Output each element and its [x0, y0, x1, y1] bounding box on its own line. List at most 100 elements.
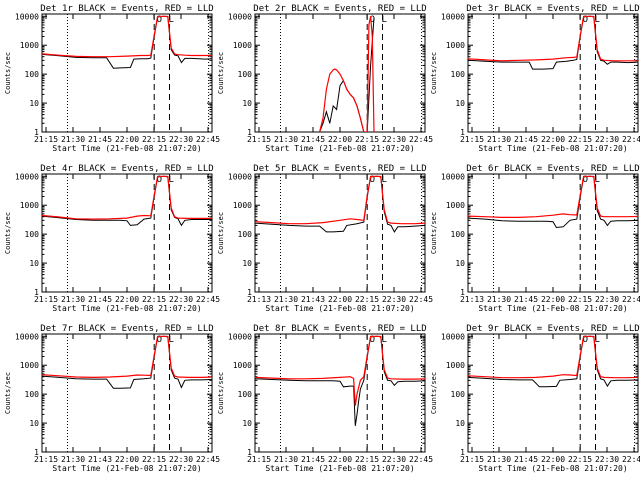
x-tick-label: 22:45 — [622, 135, 640, 144]
x-tick-label: 21:43 — [301, 295, 325, 304]
x-tick-label: 22:30 — [169, 295, 193, 304]
y-axis-label: Counts/sec — [4, 212, 12, 254]
x-axis-label: Start Time (21-Feb-08 21:07:20) — [478, 144, 627, 153]
detector-panel: Det 3r BLACK = Events, RED = LLD 1 10 100 10… — [430, 4, 640, 153]
y-tick-label: 10 — [455, 259, 465, 268]
y-axis-label: Counts/sec — [4, 52, 12, 94]
y-tick-label: 1000 — [20, 361, 39, 370]
panel-title: Det 3r BLACK = Events, RED = LLD — [466, 4, 639, 14]
x-tick-label: 22:30 — [382, 135, 406, 144]
y-tick-label: 1 — [247, 128, 252, 137]
red-lld-series — [42, 335, 212, 379]
x-tick-label: 22:00 — [541, 135, 565, 144]
y-tick-label: 1000 — [233, 361, 252, 370]
y-tick-label: 1 — [460, 288, 465, 297]
y-tick-label: 10 — [242, 259, 252, 268]
x-tick-label: 21:30 — [487, 295, 511, 304]
y-tick-label: 100 — [238, 390, 253, 399]
x-axis-label: Start Time (21-Feb-08 21:07:20) — [478, 304, 627, 313]
marker-label: O — [370, 15, 375, 25]
marker-label: O — [583, 15, 588, 25]
panel-title: Det 5r BLACK = Events, RED = LLD — [253, 164, 426, 174]
x-tick-label: 22:45 — [409, 135, 433, 144]
y-tick-label: 1 — [34, 128, 39, 137]
y-tick-label: 10000 — [441, 332, 465, 341]
marker-label: L — [168, 15, 173, 25]
x-tick-label: 22:15 — [568, 295, 592, 304]
y-axis-label: Counts/sec — [217, 212, 225, 254]
plot-frame — [254, 13, 426, 133]
x-tick-label: 22:30 — [169, 135, 193, 144]
x-tick-label: 22:00 — [328, 455, 352, 464]
y-tick-label: 10000 — [228, 172, 252, 181]
y-tick-label: 100 — [451, 70, 466, 79]
marker-label: O — [583, 175, 588, 185]
x-tick-label: 21:30 — [274, 455, 298, 464]
x-tick-label: 21:30 — [61, 455, 85, 464]
y-tick-label: 10000 — [228, 332, 252, 341]
black-events-series — [319, 17, 375, 132]
x-tick-label: 22:45 — [622, 295, 640, 304]
marker-label: L — [168, 335, 173, 345]
panel-title: Det 2r BLACK = Events, RED = LLD — [253, 4, 426, 14]
x-tick-label: 21:45 — [88, 295, 112, 304]
y-tick-label: 10000 — [15, 332, 39, 341]
x-tick-label: 22:15 — [142, 455, 166, 464]
y-tick-label: 10000 — [441, 12, 465, 21]
detector-panel: Det 7r BLACK = Events, RED = LLD 1 10 100 10… — [4, 324, 220, 473]
x-tick-label: 21:30 — [61, 135, 85, 144]
y-tick-label: 100 — [238, 230, 253, 239]
x-tick-label: 21:15 — [247, 455, 271, 464]
panel-title: Det 6r BLACK = Events, RED = LLD — [466, 164, 639, 174]
x-tick-label: 22:45 — [196, 455, 220, 464]
black-events-series — [255, 335, 425, 426]
marker-label: L — [594, 175, 599, 185]
x-tick-label: 21:30 — [274, 295, 298, 304]
marker-label: L — [381, 15, 386, 25]
red-lld-series — [468, 175, 638, 218]
x-tick-label: 21:45 — [514, 455, 538, 464]
x-tick-label: 22:45 — [196, 295, 220, 304]
marker-label: O — [157, 335, 162, 345]
y-axis-label: Counts/sec — [217, 52, 225, 94]
x-axis-label: Start Time (21-Feb-08 21:07:20) — [265, 144, 414, 153]
x-tick-label: 21:30 — [487, 135, 511, 144]
detector-panel: Det 6r BLACK = Events, RED = LLD 1 10 100 10… — [430, 164, 640, 313]
x-tick-label: 22:00 — [115, 455, 139, 464]
x-tick-label: 22:15 — [355, 295, 379, 304]
x-tick-label: 21:45 — [514, 135, 538, 144]
y-tick-label: 1 — [460, 448, 465, 457]
y-tick-label: 1 — [460, 128, 465, 137]
red-lld-series — [255, 335, 425, 406]
x-tick-label: 22:30 — [382, 455, 406, 464]
x-tick-label: 22:45 — [409, 455, 433, 464]
x-tick-label: 22:00 — [328, 295, 352, 304]
y-tick-label: 10000 — [228, 12, 252, 21]
x-tick-label: 22:15 — [568, 455, 592, 464]
x-tick-label: 21:15 — [34, 135, 58, 144]
x-tick-label: 22:45 — [409, 295, 433, 304]
y-tick-label: 10 — [455, 419, 465, 428]
y-axis-label: Counts/sec — [217, 372, 225, 414]
x-tick-label: 21:15 — [460, 455, 484, 464]
y-tick-label: 10000 — [15, 12, 39, 21]
x-tick-label: 21:45 — [301, 135, 325, 144]
marker-label: L — [381, 175, 386, 185]
x-axis-label: Start Time (21-Feb-08 21:07:20) — [478, 464, 627, 473]
y-tick-label: 1000 — [446, 361, 465, 370]
x-tick-label: 21:15 — [460, 135, 484, 144]
red-lld-series — [319, 16, 375, 132]
y-tick-label: 10000 — [441, 172, 465, 181]
x-tick-label: 22:15 — [355, 455, 379, 464]
x-axis-label: Start Time (21-Feb-08 21:07:20) — [52, 464, 201, 473]
x-tick-label: 21:15 — [247, 135, 271, 144]
x-tick-label: 22:45 — [196, 135, 220, 144]
x-tick-label: 21:13 — [247, 295, 271, 304]
y-tick-label: 1 — [247, 448, 252, 457]
x-tick-label: 21:30 — [274, 135, 298, 144]
y-tick-label: 100 — [451, 390, 466, 399]
detector-panel: Det 4r BLACK = Events, RED = LLD 1 10 100 10… — [4, 164, 220, 313]
x-tick-label: 22:00 — [328, 135, 352, 144]
y-tick-label: 1000 — [233, 201, 252, 210]
